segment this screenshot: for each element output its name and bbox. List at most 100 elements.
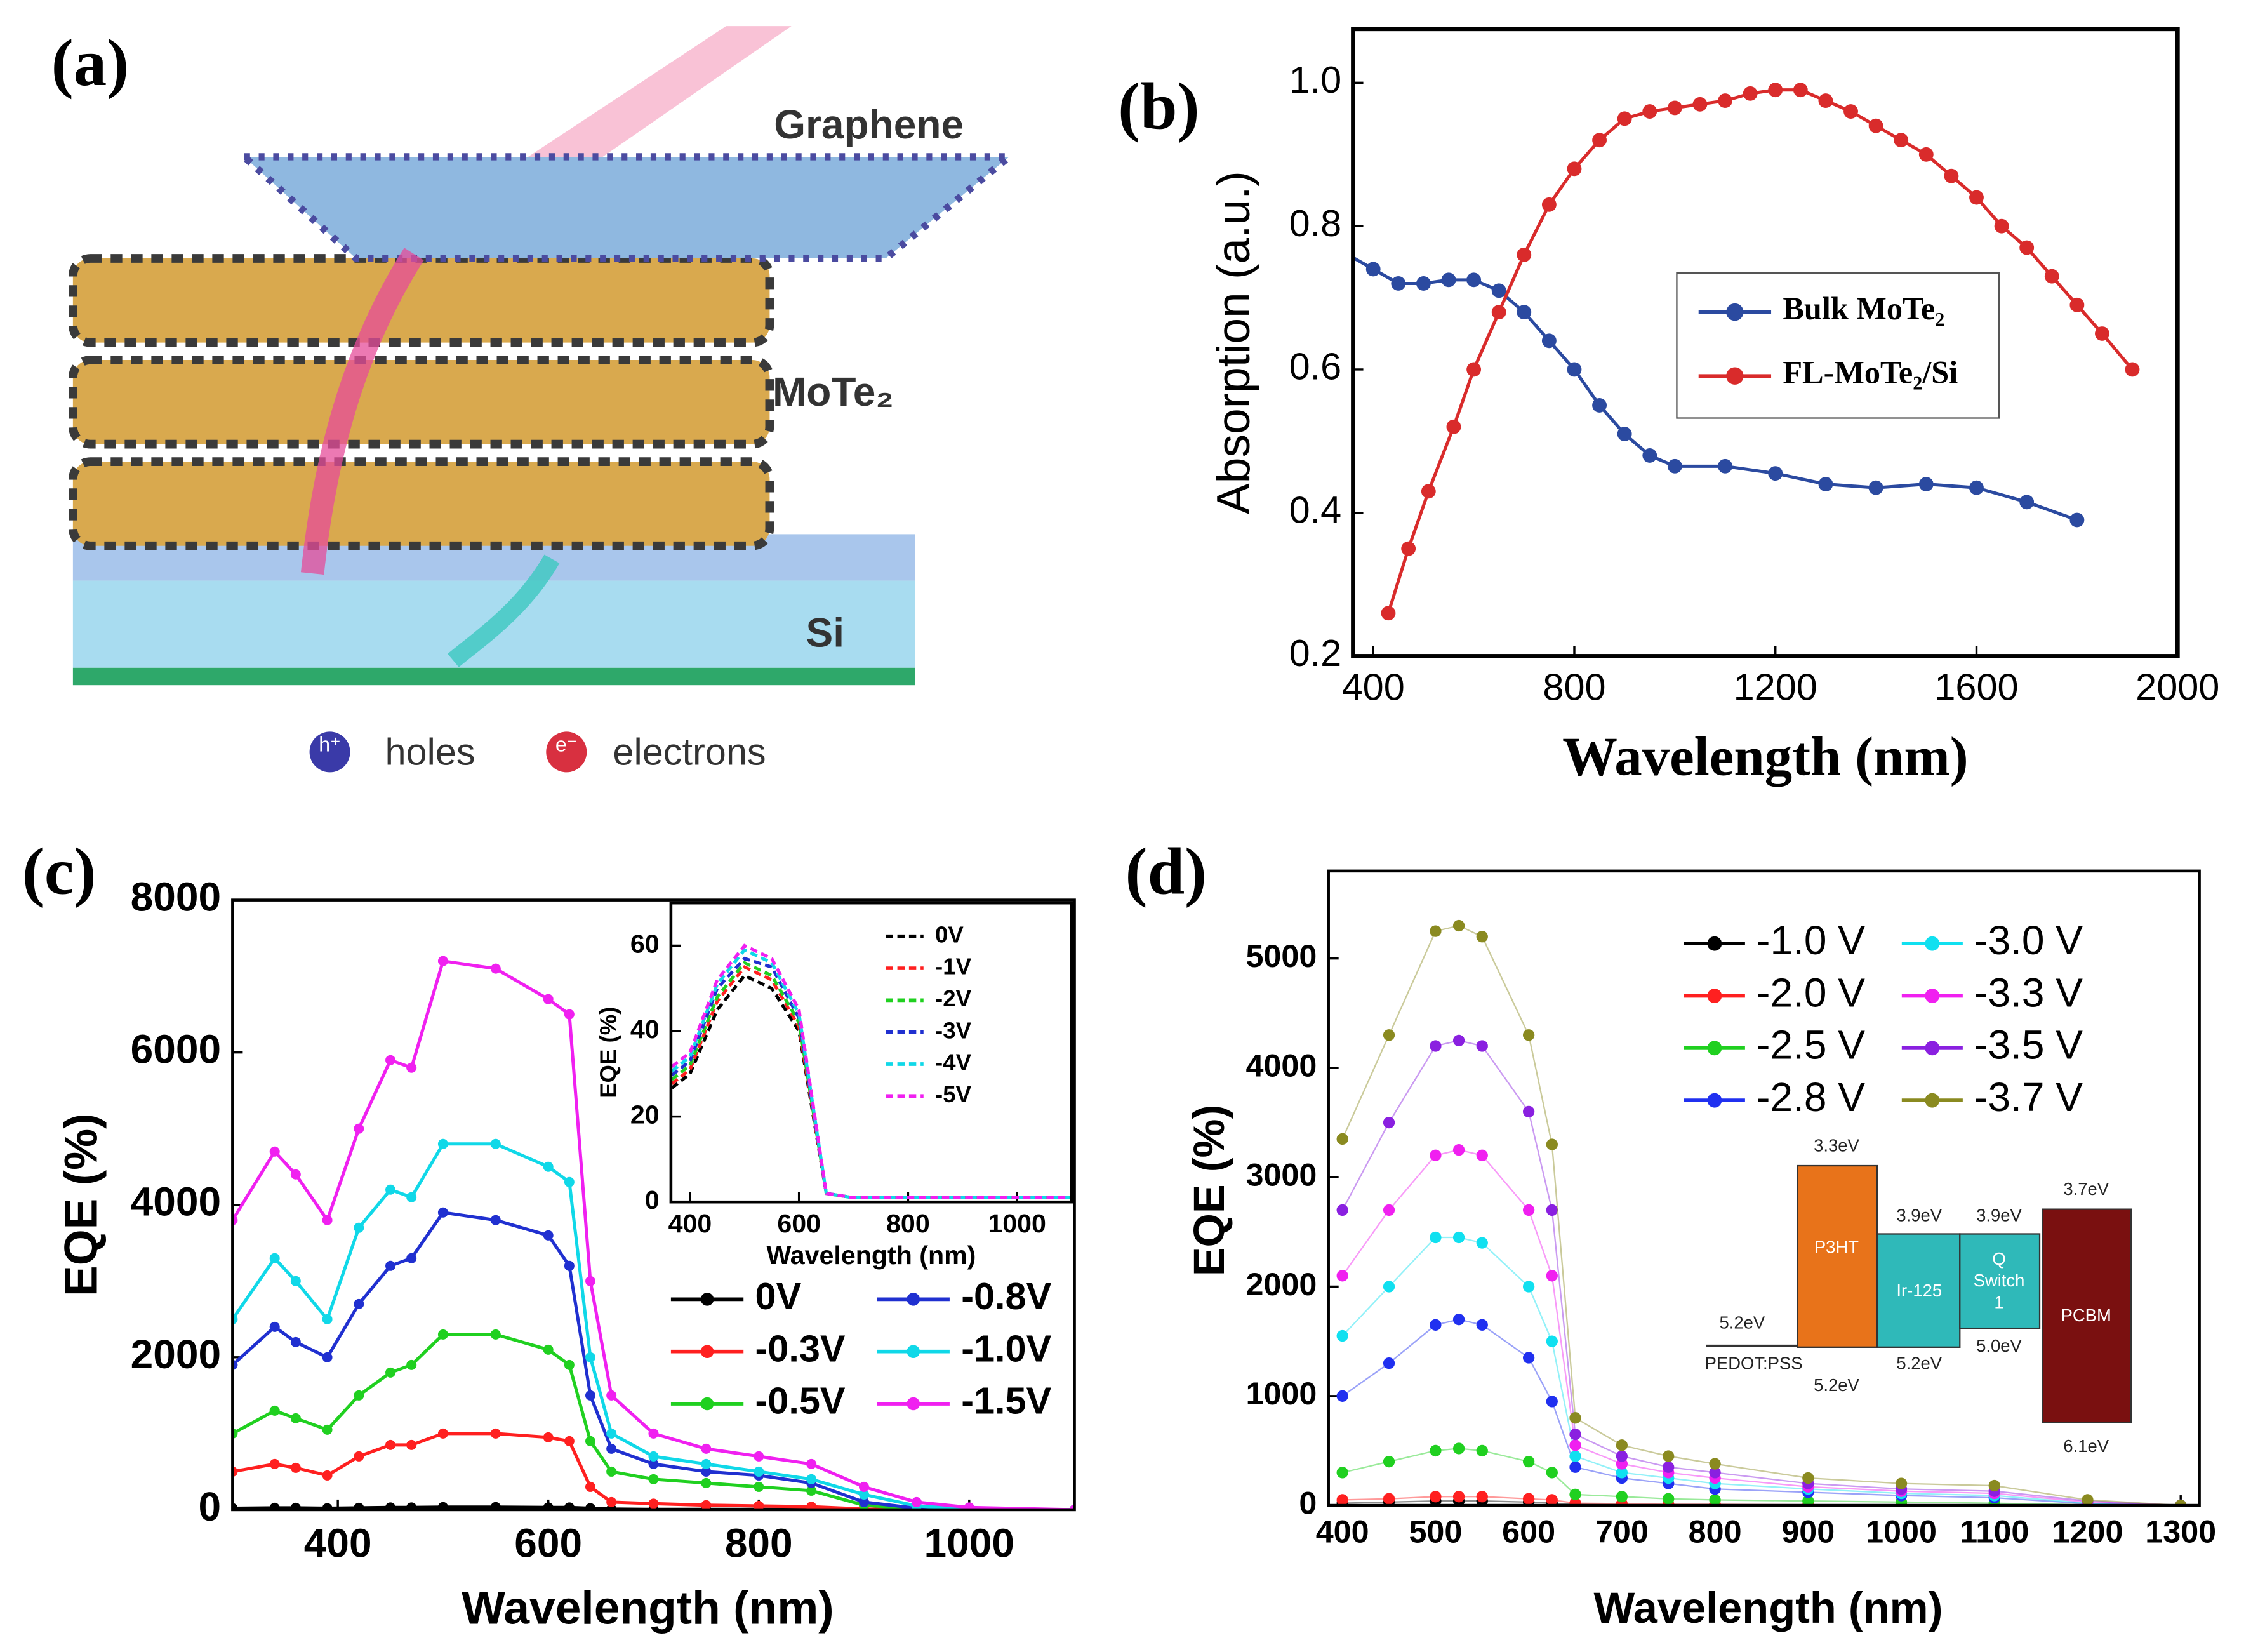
data-point <box>2069 512 2085 528</box>
material-label: PCBM <box>2061 1305 2111 1325</box>
legend-label: -3V <box>935 1017 972 1043</box>
data-point <box>406 1062 417 1073</box>
data-point <box>1843 104 1858 119</box>
data-point <box>606 1466 617 1477</box>
x-tick-label: 900 <box>1781 1514 1835 1550</box>
legend-marker <box>1925 1041 1940 1056</box>
data-point <box>1567 161 1582 177</box>
level-label: 6.1eV <box>2063 1436 2109 1456</box>
data-point <box>564 1436 575 1446</box>
legend-marker <box>1925 936 1940 951</box>
chart: 400 600 800 100002000400060008000Wavelength… <box>55 874 1076 1634</box>
data-point <box>385 1367 396 1378</box>
data-point <box>490 1502 501 1510</box>
data-point <box>1517 305 1532 320</box>
data-point <box>606 1443 617 1454</box>
data-point <box>1421 484 1436 499</box>
electron-symbol: e⁻ <box>555 733 578 756</box>
legend-label: -3.5 V <box>1974 1022 2083 1068</box>
data-point <box>437 1329 448 1340</box>
level-label: 3.3eV <box>1814 1136 1859 1156</box>
chart: 400 600 800 1000 0 20 40 60 Wavelength (nm) EQE (… <box>595 901 1073 1270</box>
data-point <box>1466 272 1482 288</box>
charts: 400 800 1200 1600 20000.20.40.60.81.0Wavelen… <box>55 27 2219 1634</box>
y-axis-label: EQE (%) <box>55 1113 107 1296</box>
legend-label: -1V <box>935 954 972 980</box>
x-axis-label: Wavelength (nm) <box>1562 726 1968 787</box>
series-line <box>232 1432 1075 1510</box>
data-point <box>806 1458 817 1469</box>
x-tick-label: 400 <box>1342 666 1405 709</box>
legend-label: electrons <box>613 731 766 773</box>
x-tick-label: 1200 <box>2052 1514 2123 1550</box>
data-point <box>754 1451 764 1462</box>
data-point <box>290 1169 301 1180</box>
data-point <box>1476 1319 1488 1331</box>
data-point <box>1336 1467 1348 1479</box>
data-point <box>1569 1450 1581 1462</box>
legend-label: -4V <box>935 1049 972 1076</box>
data-point <box>564 1009 575 1020</box>
data-point <box>543 994 554 1004</box>
x-tick-label: 600 <box>777 1209 821 1238</box>
x-tick-label: 400 <box>304 1520 372 1566</box>
y-tick-label: 4000 <box>1245 1047 1317 1083</box>
data-point <box>1569 1412 1581 1424</box>
y-axis-label: Absorption (a.u.) <box>1207 171 1259 514</box>
data-point <box>1416 276 1431 291</box>
data-point <box>354 1298 364 1309</box>
data-point <box>1383 1281 1395 1293</box>
data-point <box>1569 1439 1581 1451</box>
level-label: 3.9eV <box>1896 1205 1942 1225</box>
level-label: 3.7eV <box>2063 1179 2109 1199</box>
plot-frame <box>231 898 1076 1512</box>
level-label: 5.0eV <box>1976 1336 2022 1356</box>
data-point <box>701 1477 712 1488</box>
data-point <box>1430 1040 1442 1052</box>
data-point <box>1546 1335 1558 1347</box>
data-point <box>2019 495 2035 510</box>
legend-marker <box>1925 1093 1940 1108</box>
data-point <box>290 1462 301 1473</box>
legend-marker <box>700 1397 714 1411</box>
data-point <box>490 963 501 974</box>
data-point <box>1466 362 1482 377</box>
x-tick-label: 1200 <box>1734 666 1817 709</box>
legend: 0V -1V -2V -3V -4V -5V <box>886 921 972 1107</box>
data-point <box>1994 218 2009 234</box>
material-label: P3HT <box>1814 1237 1859 1257</box>
data-point <box>564 1176 575 1187</box>
data-point <box>1894 133 1909 148</box>
data-point <box>1452 1442 1465 1455</box>
data-point <box>585 1352 596 1362</box>
legend-label: -0.8V <box>961 1275 1051 1317</box>
data-point <box>1383 1456 1395 1468</box>
y-tick-label: 20 <box>630 1100 660 1129</box>
data-point <box>1383 1029 1395 1041</box>
panel-label: (b) <box>1118 69 1200 143</box>
data-point <box>648 1451 659 1462</box>
data-point <box>806 1485 817 1496</box>
x-tick-label: 1000 <box>1866 1514 1937 1550</box>
data-point <box>1452 1314 1465 1326</box>
legend-label: -1.0V <box>961 1327 1051 1369</box>
pcbm-block <box>2042 1208 2132 1423</box>
legend-label: -2.8 V <box>1757 1074 1865 1120</box>
data-point <box>1336 1270 1348 1282</box>
chart: 400 800 1200 1600 2000 0.2 0.4 0.6 0.8 1.0 Wavelen… <box>1207 27 2219 787</box>
inset-background <box>670 903 1072 1202</box>
data-point <box>1569 1461 1581 1473</box>
data-point <box>648 1474 659 1484</box>
data-point <box>1476 1149 1488 1161</box>
data-point <box>1616 1467 1628 1479</box>
data-point <box>1476 1444 1488 1457</box>
series-line <box>1342 1448 2181 1506</box>
plot-area <box>1353 83 2140 621</box>
legend-label: holes <box>385 731 475 773</box>
data-point <box>1569 1488 1581 1500</box>
data-point <box>490 1138 501 1149</box>
data-point <box>701 1458 712 1469</box>
data-point <box>269 1321 280 1332</box>
data-point <box>648 1428 659 1439</box>
x-tick-label: 800 <box>725 1520 793 1566</box>
